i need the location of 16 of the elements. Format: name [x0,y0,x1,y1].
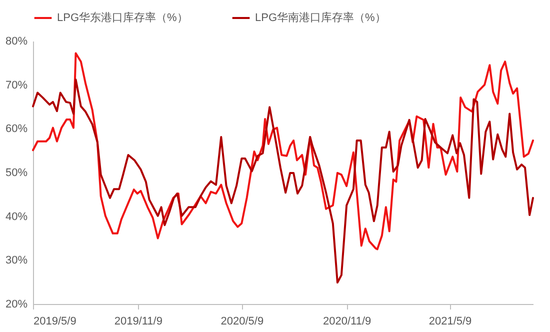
y-tick-label: 50% [5,167,28,179]
y-tick-label: 30% [5,254,28,267]
x-tick-label: 2019/5/9 [34,316,76,328]
y-tick-label: 20% [5,298,28,310]
y-tick-label: 60% [5,123,28,136]
y-tick-label: 80% [5,36,28,48]
y-tick-label: 40% [5,210,28,223]
y-tick-label: 70% [5,79,28,92]
line-series [32,52,534,250]
x-tick-label: 2020/11/9 [323,316,372,328]
x-tick-label: 2019/11/9 [114,316,162,328]
line-series [32,78,534,284]
legend-label: LPG华南港口库存率（%） [255,11,386,24]
x-tick-label: 2021/5/9 [428,316,472,328]
x-tick-label: 2020/5/9 [220,316,264,328]
legend-label: LPG华东港口库存率（%） [57,11,188,24]
